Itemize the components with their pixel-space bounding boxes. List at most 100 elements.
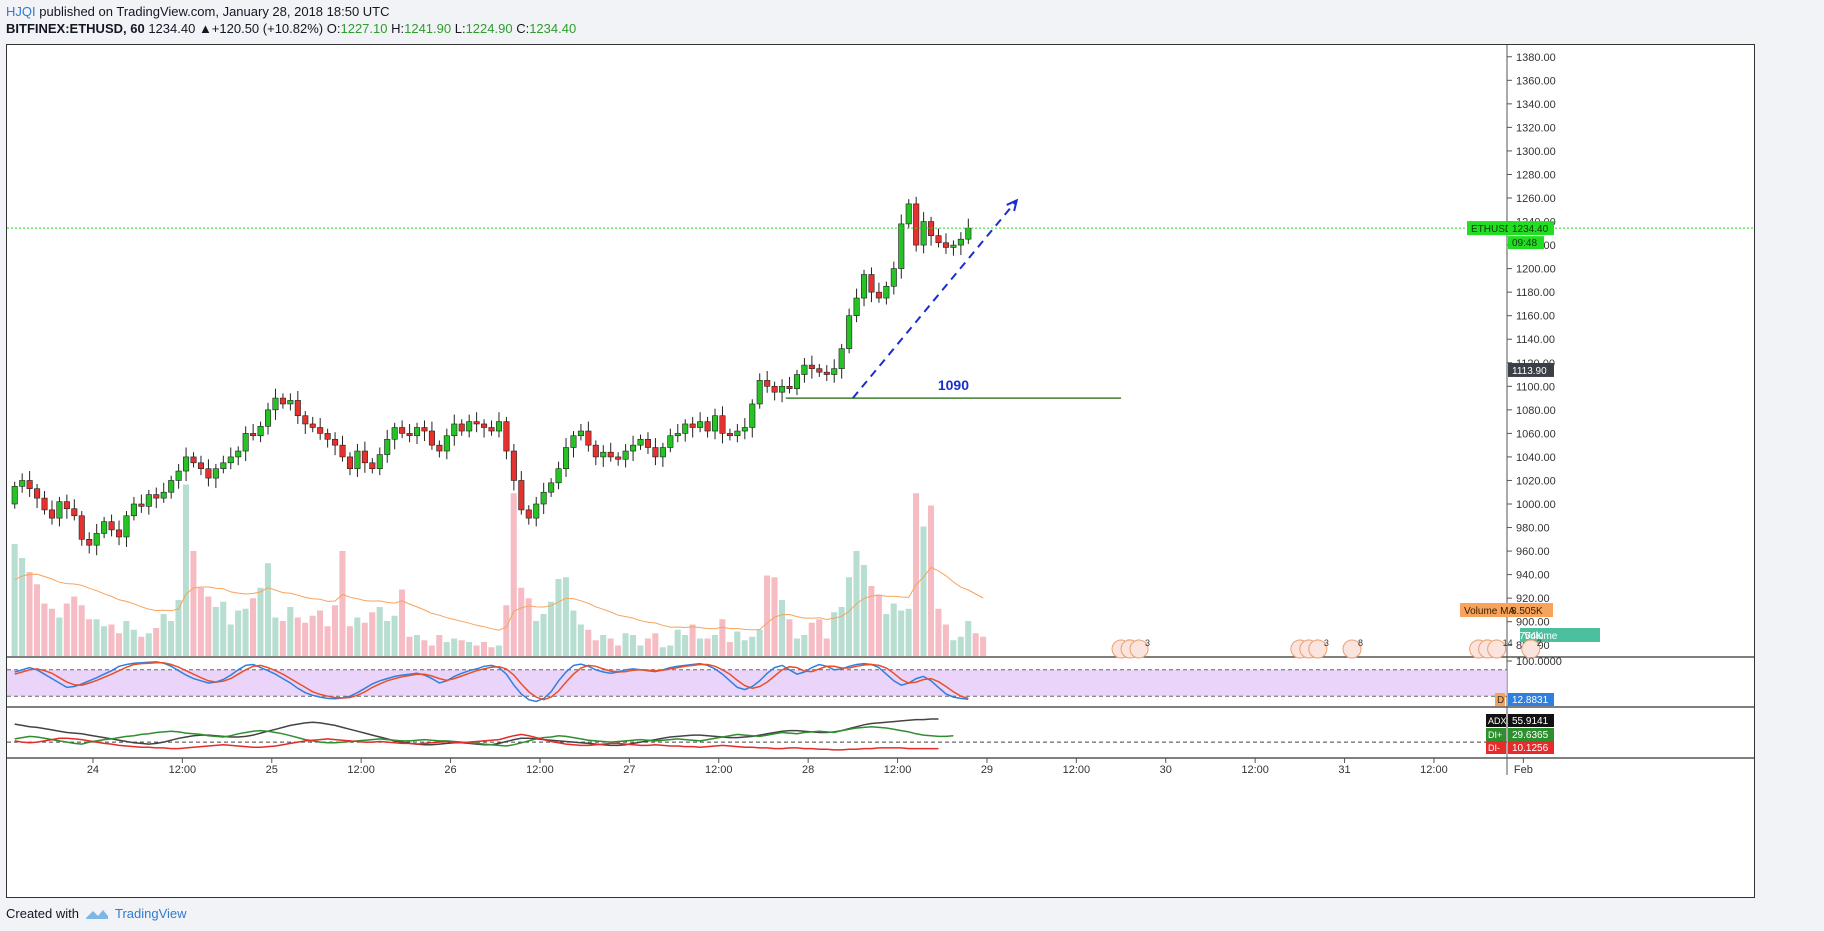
volume-bar (175, 600, 182, 656)
y-tick-label: 1080.00 (1516, 405, 1556, 417)
volume-bar (965, 621, 972, 656)
chart-panel[interactable]: 880.00900.00920.00940.00960.00980.001000… (6, 44, 1755, 898)
y-tick-label: 1040.00 (1516, 452, 1556, 464)
volume-bar (711, 635, 718, 656)
y-tick-label: 1000.00 (1516, 499, 1556, 511)
economic-event-icon (1342, 639, 1362, 659)
volume-bar (384, 621, 391, 656)
candle-body (451, 423, 458, 437)
volume-bar (250, 598, 257, 656)
close-label: C: (516, 21, 530, 36)
low-value: 1224.90 (465, 21, 513, 36)
stochastic-value-tag (1508, 693, 1554, 706)
volume-bar (376, 607, 383, 656)
y-tick-label: 940.00 (1516, 570, 1550, 582)
volume-bar (26, 572, 33, 656)
volume-bar (607, 638, 614, 656)
dmi-label: ADX (1488, 716, 1507, 726)
candle-body (41, 497, 48, 511)
volume-bar (346, 626, 353, 656)
y-tick-label: 1280.00 (1516, 169, 1556, 181)
candle-body (346, 456, 353, 469)
candle-body (309, 423, 316, 428)
volume-bar (503, 605, 510, 656)
candle-body (630, 444, 637, 452)
volume-ma-line (14, 566, 984, 631)
volume-bar (883, 614, 890, 656)
volume-bar (592, 640, 599, 656)
candle-body (56, 501, 63, 519)
dmi-value: 10.1256 (1512, 743, 1549, 754)
close-value: 1234.40 (529, 21, 577, 36)
candle-body (682, 423, 689, 434)
tradingview-link[interactable]: TradingView (114, 906, 187, 921)
candle-body (734, 430, 741, 437)
volume-bar (473, 645, 480, 656)
volume-bar (510, 493, 517, 656)
candle-body (607, 451, 614, 458)
candle-body (771, 386, 778, 393)
volume-bar (197, 587, 204, 656)
candle-body (898, 223, 905, 269)
y-tick-label: 1340.00 (1516, 99, 1556, 111)
volume-bar (145, 633, 152, 656)
candle-body (525, 509, 532, 519)
dmi-label: DI- (1488, 743, 1500, 753)
candle-body (242, 433, 249, 452)
candle-body (235, 450, 242, 458)
volume-bar (786, 619, 793, 656)
candle-body (659, 447, 666, 458)
volume-bar (726, 642, 733, 656)
candle-body (570, 435, 577, 448)
candle-body (101, 521, 108, 534)
candle-body (905, 203, 912, 225)
candle-body (823, 371, 830, 375)
price-chart[interactable]: 880.00900.00920.00940.00960.00980.001000… (7, 45, 1754, 897)
economic-event-count: 8 (1358, 638, 1363, 648)
economic-event-count: 2 (1537, 638, 1542, 648)
dmi-label-tag (1486, 728, 1506, 741)
candle-body (220, 462, 227, 469)
stochastic-d-tag (1495, 693, 1505, 706)
open-label: O: (326, 21, 341, 36)
y-tick-label: 1100.00 (1516, 381, 1555, 393)
candle-body (413, 427, 421, 437)
volume-bar (287, 607, 294, 656)
x-tick-label: 24 (87, 764, 99, 776)
candle-body (637, 438, 644, 446)
candle-body (667, 435, 674, 448)
volume-bar (130, 629, 137, 656)
dmi-value-tag (1508, 714, 1554, 727)
y-tick-label: 1320.00 (1516, 122, 1556, 134)
created-with-text: Created with (6, 906, 79, 921)
volume-bar (875, 594, 882, 656)
volume-bar (562, 577, 569, 656)
stochastic-d-label: D (1497, 695, 1504, 706)
volume-bar (48, 608, 55, 656)
x-tick-label: 26 (444, 764, 456, 776)
candle-body (250, 433, 257, 437)
candle-body (719, 415, 726, 434)
x-tick-label: 30 (1160, 764, 1172, 776)
y-tick-label: 1060.00 (1516, 428, 1556, 440)
volume-bar (652, 633, 659, 656)
candle-body (153, 494, 160, 499)
candle-body (71, 508, 78, 517)
volume-bar (972, 633, 979, 656)
volume-bar (719, 619, 726, 656)
y-tick-label: 1360.00 (1516, 75, 1556, 87)
volume-bar (756, 629, 763, 656)
x-tick-label: 27 (623, 764, 635, 776)
candle-body (205, 468, 212, 479)
author-link[interactable]: HJQI (6, 4, 36, 19)
volume-bar (212, 607, 219, 656)
candle-body (920, 221, 927, 246)
candle-body (585, 430, 592, 446)
volume-bar (764, 575, 771, 656)
candle-body (913, 203, 920, 246)
volume-bar (317, 610, 324, 656)
volume-bar (950, 640, 957, 656)
volume-bar (570, 610, 577, 656)
y-tick-label: 960.00 (1516, 546, 1550, 558)
x-tick-label: 12:00 (347, 764, 375, 776)
